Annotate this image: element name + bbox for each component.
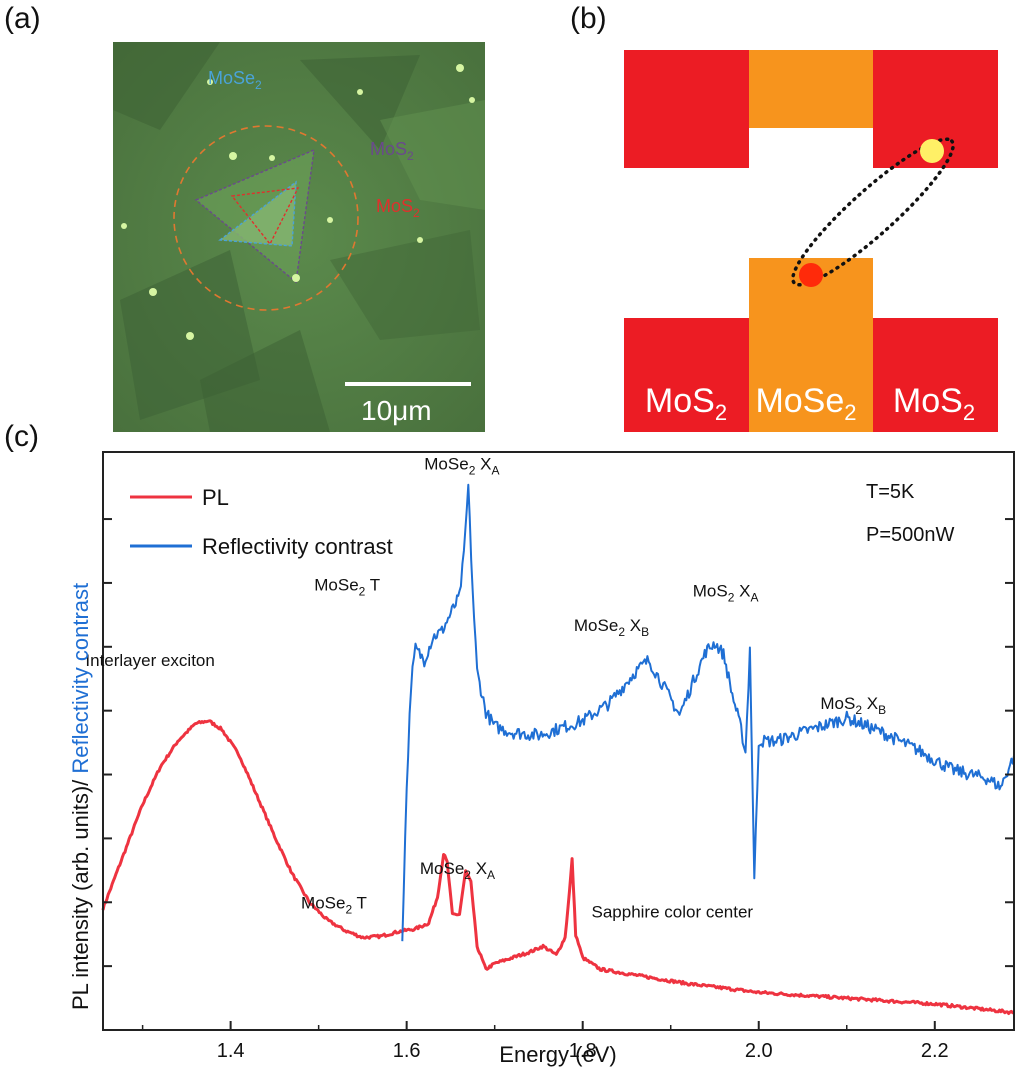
- flake-texture: [113, 42, 220, 130]
- schematic-panel: MoS2 MoSe2 MoS2: [624, 50, 998, 432]
- micrograph-label-mose2: MoSe2: [208, 68, 262, 92]
- micrograph-label-mos2-red: MoS2: [376, 196, 420, 220]
- schematic-label-mos2-left: MoS2: [645, 382, 727, 425]
- y-axis-label-pl: PL intensity (arb. units)/: [68, 774, 93, 1010]
- mos2-outline-red: [230, 187, 300, 246]
- peak-annotation: MoS2 XA: [693, 582, 759, 605]
- bright-dot: [269, 155, 275, 161]
- interlayer-exciton-ellipse: [791, 137, 955, 287]
- flake-texture: [200, 330, 330, 432]
- x-tick-label: 2.2: [921, 1040, 949, 1062]
- peak-annotation: Sapphire color center: [592, 902, 754, 921]
- micrograph-panel: MoSe2 MoS2 MoS2 10μm: [113, 42, 485, 432]
- bright-dot: [121, 223, 127, 229]
- laser-spot-circle: [173, 125, 359, 311]
- peak-annotation: Interlayer exciton: [85, 651, 214, 670]
- mose2-outline: [218, 180, 297, 247]
- peak-annotation: MoSe2 XA: [420, 859, 495, 882]
- micrograph-label-mos2-purple: MoS2: [370, 139, 414, 163]
- schematic-label-mose2: MoSe2: [755, 382, 856, 425]
- bright-dot: [357, 89, 363, 95]
- bright-dot: [149, 288, 157, 296]
- plot-frame: [102, 451, 1015, 1031]
- mos2-block-bottom-left: [624, 318, 749, 432]
- hole-dot: [799, 263, 823, 287]
- y-axis-label-reflectivity: Reflectivity contrast: [68, 583, 93, 774]
- mos2-block-bottom-right: [873, 318, 998, 432]
- bright-dot: [469, 97, 475, 103]
- bright-dot: [292, 274, 300, 282]
- bright-dot: [417, 237, 423, 243]
- electron-dot: [920, 139, 944, 163]
- plot-lines: [101, 483, 1015, 1015]
- condition-power: P=500nW: [866, 524, 955, 546]
- bright-dot: [186, 332, 194, 340]
- reflectivity-series-line: [401, 483, 1015, 942]
- legend-pl-label: PL: [202, 485, 229, 510]
- x-axis-label: Energy (eV): [499, 1042, 616, 1067]
- peak-annotation: MoSe2 T: [301, 894, 367, 917]
- condition-temperature: T=5K: [866, 481, 915, 503]
- mos2-block-top-left: [624, 50, 749, 168]
- panel-a-letter: (a): [4, 2, 41, 35]
- peak-annotation: MoS2 XB: [820, 694, 886, 717]
- flake-texture: [330, 230, 480, 340]
- peak-annotation: MoSe2 XA: [424, 454, 499, 477]
- panel-b-letter: (b): [570, 2, 607, 35]
- axis-ticks: 1.4 1.6 1.8 2.0 2.2: [103, 518, 1014, 1062]
- schematic-label-mos2-right: MoS2: [893, 382, 975, 425]
- bright-dot: [327, 217, 333, 223]
- scale-bar-label: 10μm: [361, 395, 432, 426]
- legend-reflectivity-label: Reflectivity contrast: [202, 534, 393, 559]
- bright-dot: [207, 79, 213, 85]
- panel-c-letter: (c): [4, 420, 39, 453]
- x-tick-label: 1.8: [569, 1040, 597, 1062]
- x-tick-label: 1.6: [393, 1040, 421, 1062]
- x-tick-label: 1.4: [217, 1040, 245, 1062]
- peak-annotation: MoSe2 T: [314, 576, 380, 599]
- bright-dot: [229, 152, 237, 160]
- mose2-block-top: [749, 50, 873, 128]
- peak-annotation: MoSe2 XB: [574, 616, 649, 639]
- bright-dot: [456, 64, 464, 72]
- x-tick-label: 2.0: [745, 1040, 773, 1062]
- pl-series-line: [101, 719, 1015, 1015]
- y-axis-label: PL intensity (arb. units)/ Reflectivity …: [68, 583, 93, 1010]
- annotations: Interlayer exciton MoSe2 T MoSe2 XA Sapphir…: [85, 454, 886, 921]
- mose2-flake: [220, 182, 296, 246]
- flake-texture: [380, 100, 485, 210]
